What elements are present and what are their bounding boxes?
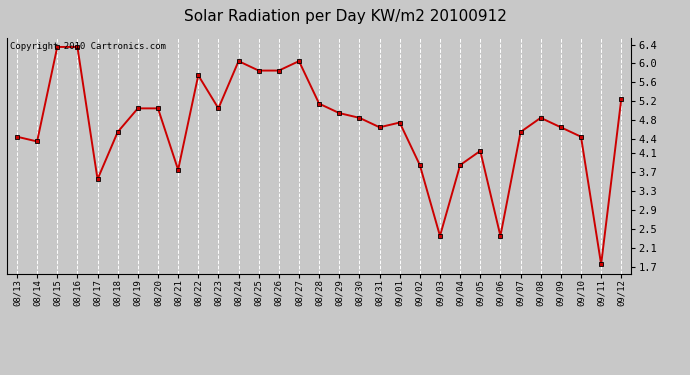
Text: Solar Radiation per Day KW/m2 20100912: Solar Radiation per Day KW/m2 20100912	[184, 9, 506, 24]
Text: Copyright 2010 Cartronics.com: Copyright 2010 Cartronics.com	[10, 42, 166, 51]
